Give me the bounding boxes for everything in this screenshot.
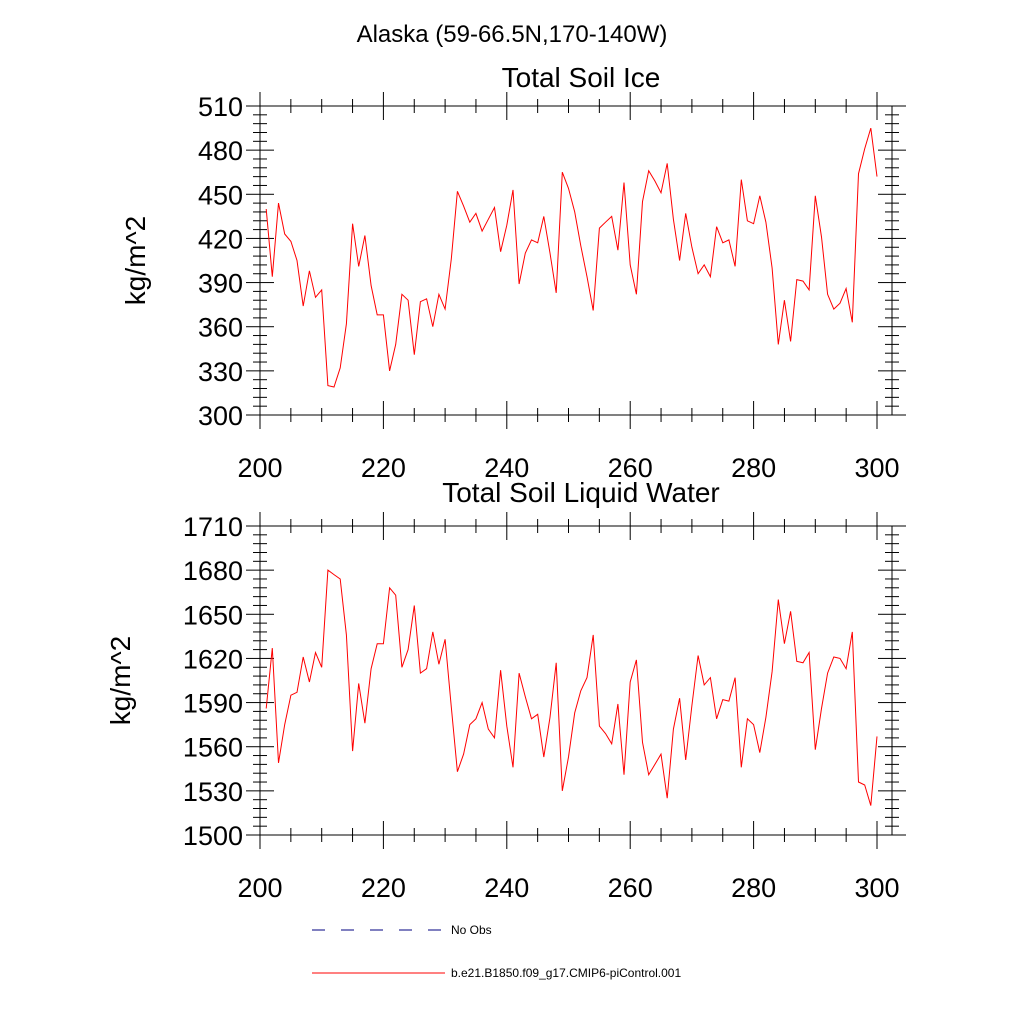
x-tick-label: 280 — [731, 873, 776, 903]
y-tick-label: 510 — [198, 92, 243, 122]
main-title: Alaska (59-66.5N,170-140W) — [357, 21, 668, 48]
x-tick-label: 240 — [484, 873, 529, 903]
y-tick-label: 300 — [198, 401, 243, 431]
y-tick-label: 330 — [198, 357, 243, 387]
y-tick-label: 480 — [198, 136, 243, 166]
plot-frame — [259, 525, 893, 836]
x-tick-label: 260 — [608, 873, 653, 903]
plot-frame — [259, 105, 893, 416]
x-tick-label: 300 — [854, 453, 899, 483]
x-tick-label: 200 — [237, 453, 282, 483]
y-axis-label: kg/m^2 — [105, 636, 136, 725]
y-tick-label: 390 — [198, 269, 243, 299]
y-tick-label: 1590 — [183, 689, 243, 719]
x-tick-label: 240 — [484, 453, 529, 483]
y-axis-label: kg/m^2 — [120, 216, 151, 305]
y-tick-label: 450 — [198, 180, 243, 210]
y-tick-label: 1530 — [183, 777, 243, 807]
panel-total-soil-liquid-water: 1500 1530 1560 1590 1620 1650 1680 1710 200 220 24… — [105, 477, 906, 903]
y-tick-label: 420 — [198, 224, 243, 254]
panel-title: Total Soil Liquid Water — [442, 477, 720, 508]
panel-title: Total Soil Ice — [502, 62, 661, 93]
series-line — [265, 569, 878, 806]
panel-total-soil-ice: 300 330 360 390 420 450 480 510 200 220 240 260 280 3… — [120, 62, 906, 483]
series-line — [265, 127, 878, 388]
legend-label-no-obs: No Obs — [451, 923, 492, 937]
y-tick-label: 360 — [198, 313, 243, 343]
y-tick-label: 1710 — [183, 512, 243, 542]
legend: No Obs b.e21.B1850.f09_g17.CMIP6-piContr… — [312, 923, 681, 980]
y-tick-label: 1560 — [183, 733, 243, 763]
x-tick-label: 280 — [731, 453, 776, 483]
x-tick-label: 220 — [361, 873, 406, 903]
x-tick-label: 300 — [854, 873, 899, 903]
y-tick-label: 1620 — [183, 644, 243, 674]
x-tick-label: 200 — [237, 873, 282, 903]
y-tick-label: 1500 — [183, 821, 243, 851]
y-tick-label: 1650 — [183, 600, 243, 630]
legend-label-model-run: b.e21.B1850.f09_g17.CMIP6-piControl.001 — [451, 966, 681, 980]
x-tick-label: 260 — [608, 453, 653, 483]
x-tick-label: 220 — [361, 453, 406, 483]
y-tick-label: 1680 — [183, 556, 243, 586]
